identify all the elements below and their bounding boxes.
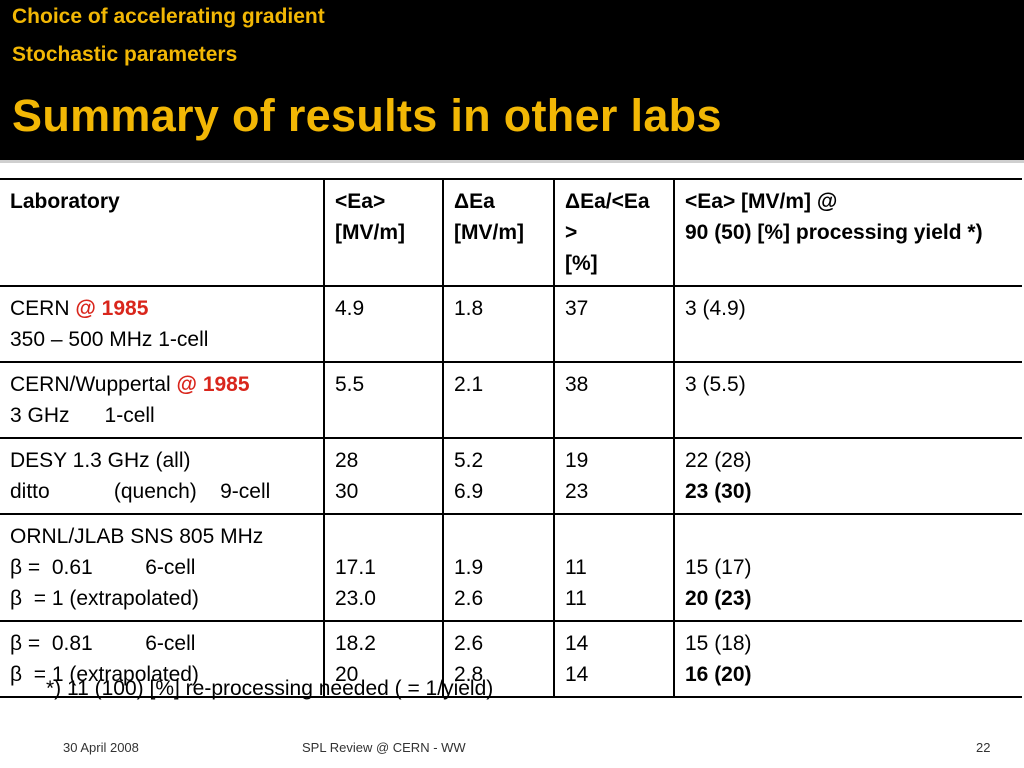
header-delta-ea: ΔEa [MV/m] (442, 178, 555, 287)
cell-yield: 3 (5.5) (673, 361, 1022, 439)
cell-delta-ea: 5.2 6.9 (442, 437, 555, 515)
year-highlight: @ 1985 (75, 297, 149, 320)
cell-ea: 18.2 20 (323, 620, 444, 698)
year-highlight: @ 1985 (176, 373, 250, 396)
footnote: *) 11 (100) [%] re-processing needed ( =… (46, 677, 494, 700)
header-divider (0, 160, 1024, 163)
footer-date: 30 April 2008 (63, 740, 139, 755)
cell-laboratory: ORNL/JLAB SNS 805 MHz β = 0.61 6-cell β = … (0, 513, 325, 622)
header-yield: <Ea> [MV/m] @90 (50) [%] processing yiel… (673, 178, 1022, 287)
table-row: CERN/Wuppertal @ 1985 3 GHz 1-cell 5.5 2.… (0, 361, 1022, 439)
cell-ea: 4.9 (323, 285, 444, 363)
cell-delta-ea: 2.6 2.8 (442, 620, 555, 698)
cell-laboratory: CERN/Wuppertal @ 1985 3 GHz 1-cell (0, 361, 325, 439)
table-row: ORNL/JLAB SNS 805 MHz β = 0.61 6-cell β = … (0, 513, 1022, 622)
cell-laboratory: DESY 1.3 GHz (all) ditto (quench) 9-cell (0, 437, 325, 515)
cell-laboratory: β = 0.81 6-cell β = 1 (extrapolated) (0, 620, 325, 698)
cell-ratio: 38 (553, 361, 675, 439)
cell-delta-ea: 1.8 (442, 285, 555, 363)
cell-delta-ea: 1.9 2.6 (442, 513, 555, 622)
header-ea: <Ea> [MV/m] (323, 178, 444, 287)
cell-ea: 17.1 23.0 (323, 513, 444, 622)
table-row: CERN @ 1985 350 – 500 MHz 1-cell 4.9 1.8 … (0, 285, 1022, 363)
cell-ratio: 19 23 (553, 437, 675, 515)
cell-ratio: 11 11 (553, 513, 675, 622)
cell-laboratory: CERN @ 1985 350 – 500 MHz 1-cell (0, 285, 325, 363)
header-ratio: ΔEa/<Ea > [%] (553, 178, 675, 287)
slide-header: Choice of accelerating gradient Stochast… (0, 0, 1024, 160)
footer-center-text: SPL Review @ CERN - WW (302, 740, 466, 755)
cell-ratio: 37 (553, 285, 675, 363)
cell-yield: 15 (18) 16 (20) (673, 620, 1022, 698)
cell-ea: 5.5 (323, 361, 444, 439)
table-header-row: Laboratory <Ea> [MV/m] ΔEa [MV/m] ΔEa/<Ea … (0, 178, 1022, 287)
cell-yield: 3 (4.9) (673, 285, 1022, 363)
cell-delta-ea: 2.1 (442, 361, 555, 439)
results-table: Laboratory <Ea> [MV/m] ΔEa [MV/m] ΔEa/<Ea … (0, 178, 1022, 698)
header-laboratory: Laboratory (0, 178, 325, 287)
cell-ratio: 14 14 (553, 620, 675, 698)
cell-yield: 22 (28) 23 (30) (673, 437, 1022, 515)
page-number: 22 (976, 740, 991, 755)
table-row: β = 0.81 6-cell β = 1 (extrapolated) 18.2… (0, 620, 1022, 698)
cell-ea: 28 30 (323, 437, 444, 515)
slide-title: Summary of results in other labs (12, 90, 722, 141)
cell-yield: 15 (17) 20 (23) (673, 513, 1022, 622)
subtitle-gradient: Choice of accelerating gradient (12, 5, 325, 28)
table-row: DESY 1.3 GHz (all) ditto (quench) 9-cell … (0, 437, 1022, 515)
subtitle-stochastic: Stochastic parameters (12, 43, 238, 66)
